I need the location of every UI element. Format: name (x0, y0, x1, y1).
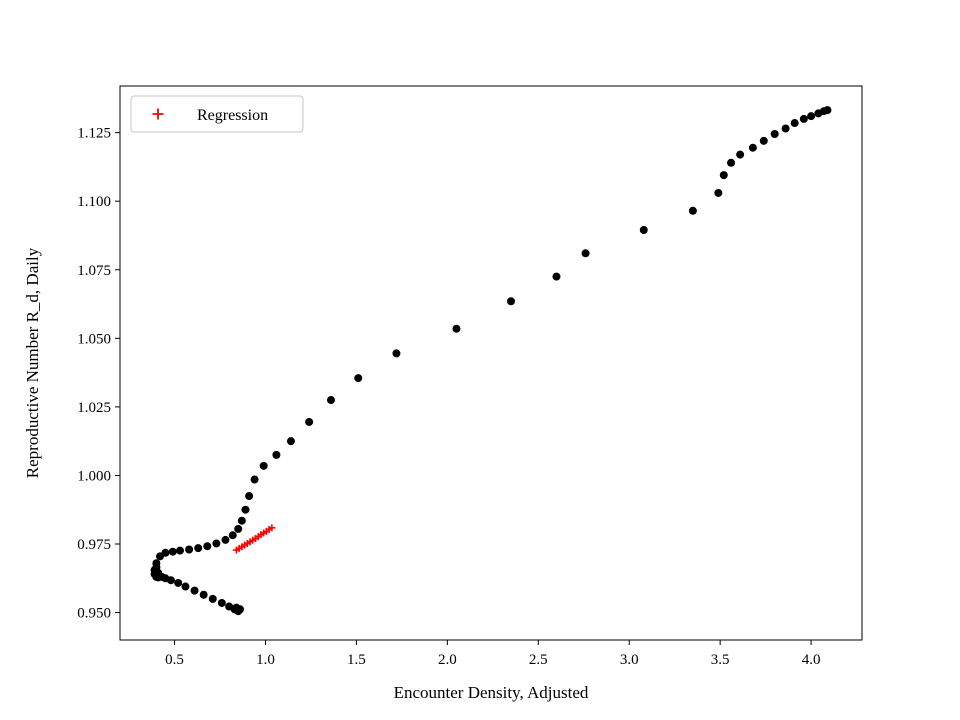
data-point (354, 374, 363, 383)
y-tick-label: 0.950 (77, 606, 111, 622)
x-tick-label: 4.0 (802, 652, 821, 668)
x-axis-label: Encounter Density, Adjusted (394, 683, 589, 702)
x-tick-label: 3.0 (620, 652, 639, 668)
data-point (241, 505, 250, 514)
data-point (185, 545, 194, 554)
legend-plus-marker (152, 108, 164, 120)
x-tick-label: 1.5 (347, 652, 366, 668)
data-point (194, 544, 203, 553)
scatter-series-regression (232, 524, 276, 554)
x-tick-label: 3.5 (711, 652, 730, 668)
data-point (203, 542, 212, 551)
data-point (727, 158, 736, 167)
x-tick-label: 2.0 (438, 652, 457, 668)
data-point (212, 539, 221, 548)
data-point (719, 171, 728, 180)
data-point (736, 150, 745, 159)
x-tick-label: 2.5 (529, 652, 548, 668)
legend: Regression (130, 95, 304, 133)
data-point (245, 492, 254, 501)
plot-area (119, 85, 863, 641)
regression-point (268, 524, 276, 532)
data-point (174, 578, 183, 587)
data-point (552, 272, 561, 281)
y-tick-label: 1.025 (77, 400, 111, 416)
data-point (688, 206, 697, 215)
y-tick-label: 1.000 (77, 468, 111, 484)
y-tick-label: 1.075 (77, 263, 111, 279)
data-point (392, 349, 401, 358)
x-axis-ticks: 0.5 1.0 1.5 2.0 2.5 3.0 3.5 4.0 (165, 640, 820, 668)
y-axis-ticks: 0.950 0.975 1.000 1.025 1.050 1.075 1.100 1.125 (77, 126, 120, 622)
data-point (807, 112, 816, 121)
data-point (452, 324, 461, 333)
data-point (823, 106, 832, 115)
data-point (639, 225, 648, 234)
x-tick-label: 1.0 (256, 652, 275, 668)
data-point (190, 586, 199, 595)
data-point (781, 124, 790, 133)
y-tick-label: 0.975 (77, 537, 111, 553)
data-point (759, 136, 768, 145)
data-point (714, 188, 723, 197)
data-point (166, 576, 175, 585)
legend-plus-icon (152, 108, 164, 120)
data-point (232, 603, 241, 612)
y-axis-label: Reproductive Number R_d, Daily (23, 247, 42, 478)
data-point (259, 461, 268, 470)
data-point (507, 297, 516, 306)
data-point (161, 548, 170, 557)
data-point (272, 450, 281, 459)
data-point (799, 114, 808, 123)
data-point (208, 594, 217, 603)
data-point (581, 249, 590, 258)
data-point (770, 129, 779, 138)
y-tick-label: 1.050 (77, 331, 111, 347)
data-point (237, 516, 246, 525)
y-tick-label: 1.125 (77, 126, 111, 142)
data-point (221, 535, 230, 544)
x-tick-label: 0.5 (165, 652, 184, 668)
data-point (305, 417, 314, 426)
legend-box (130, 95, 304, 133)
data-point (181, 582, 190, 591)
data-point (176, 546, 185, 555)
data-point (168, 547, 177, 556)
data-point (217, 598, 226, 607)
data-point (234, 524, 243, 533)
data-point (326, 396, 335, 405)
data-point (199, 590, 208, 599)
data-point (286, 437, 295, 446)
data-point (790, 119, 799, 128)
data-point (748, 143, 757, 152)
scatter-series-main (150, 106, 832, 616)
data-point (228, 531, 237, 540)
data-point (250, 475, 259, 484)
legend-label: Regression (197, 107, 268, 124)
y-tick-label: 1.100 (77, 194, 111, 210)
